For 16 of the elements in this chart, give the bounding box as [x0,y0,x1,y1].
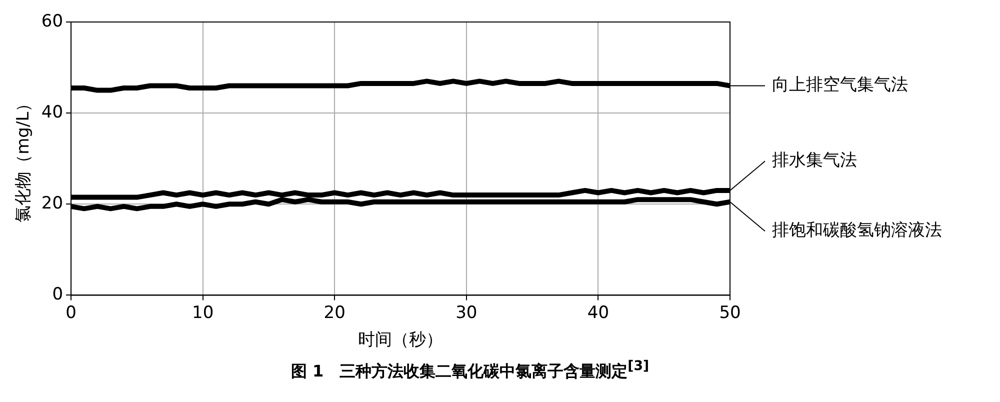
y-tick-label: 0 [52,284,64,305]
x-tick-label: 20 [324,302,346,323]
x-tick-label: 30 [456,302,478,323]
y-tick-label: 60 [41,11,64,32]
text: 排水集气法 [772,150,857,171]
y-axis-title: 氯化物（mg/L） [14,94,34,222]
text: 排饱和碳酸氢钠溶液法 [772,220,942,241]
x-tick-label: 40 [587,302,610,323]
y-tick-label: 20 [41,194,64,214]
y-tick-label: 40 [41,102,64,122]
text: 图 1 三种方法收集二氧化碳中氯离子含量测定$^{[3]}$ [290,359,650,382]
x-tick-label: 0 [66,302,76,323]
x-tick-label: 50 [719,302,741,323]
legend-label: 向上排空气集气法 [772,75,908,96]
x-axis-title: 时间（秒） [358,330,444,350]
x-tick-label: 10 [192,302,214,323]
